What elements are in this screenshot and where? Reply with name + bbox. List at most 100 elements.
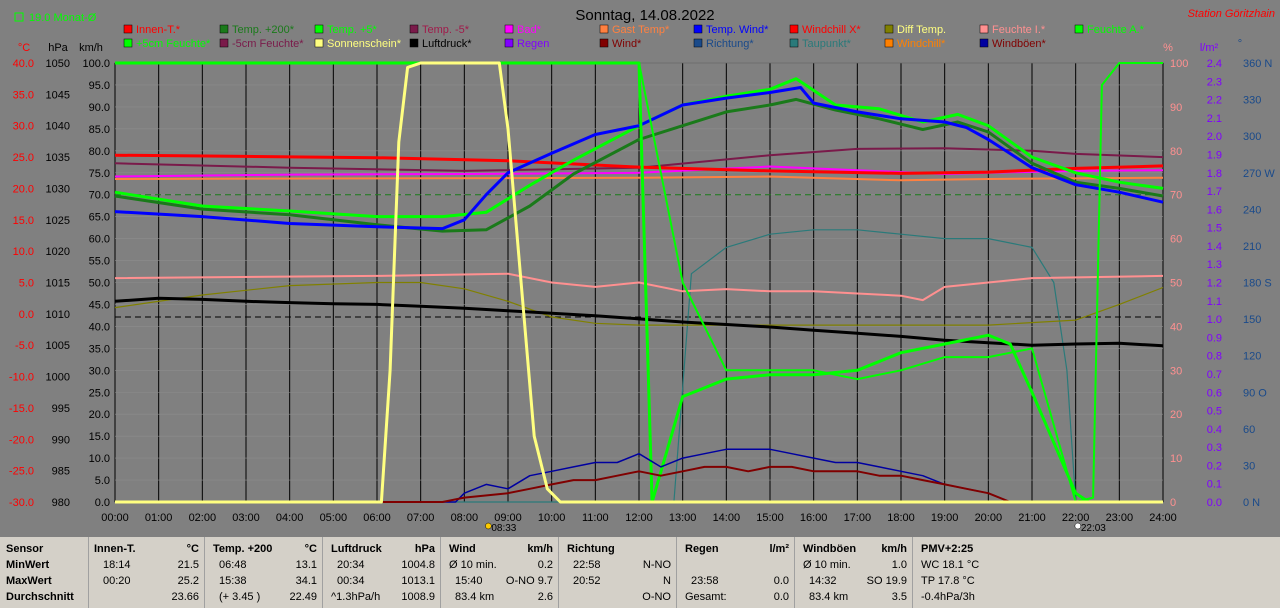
time-tick-label: 23:00 bbox=[1106, 512, 1134, 524]
hpa-tick-label: 1010 bbox=[46, 309, 70, 321]
legend-swatch-regen bbox=[504, 38, 514, 48]
rain-tick-label: 0.8 bbox=[1207, 351, 1222, 363]
rain-tick-label: 1.1 bbox=[1207, 296, 1222, 308]
legend-label-bad: Bad* bbox=[517, 24, 542, 36]
legend-swatch-innen-t bbox=[123, 24, 133, 34]
legend-swatch-feuchte-i bbox=[979, 24, 989, 34]
kmh-tick-label: 35.0 bbox=[89, 343, 110, 355]
rain-tick-label: 1.9 bbox=[1207, 149, 1222, 161]
hpa-tick-label: 980 bbox=[52, 497, 70, 509]
deg-tick-label: 240 bbox=[1243, 204, 1261, 216]
legend-label-windchill: Windchill* bbox=[897, 38, 946, 50]
station-name: Station Göritzhain bbox=[1188, 8, 1275, 20]
series-line-diff-temp bbox=[114, 281, 1164, 326]
temp-tick-label: 20.0 bbox=[13, 183, 34, 195]
rain-tick-label: 1.6 bbox=[1207, 204, 1222, 216]
legend-swatch-bad bbox=[504, 24, 514, 34]
deg-tick-label: 150 bbox=[1243, 314, 1261, 326]
stats-head: PMV+2:25 bbox=[921, 543, 974, 555]
kmh-tick-label: 40.0 bbox=[89, 321, 110, 333]
stats-time: 00:20 bbox=[103, 575, 131, 587]
rain-tick-label: 1.5 bbox=[1207, 223, 1222, 235]
time-tick-label: 00:00 bbox=[101, 512, 129, 524]
legend-swatch-taupunkt bbox=[789, 38, 799, 48]
legend-swatch-temp-5 bbox=[314, 24, 324, 34]
legend-label-5cm-feuchte: +5cm Feuchte* bbox=[136, 38, 211, 50]
kmh-tick-label: 95.0 bbox=[89, 80, 110, 92]
stats-unit: °C bbox=[186, 543, 199, 555]
stats-time: 20:34 bbox=[337, 559, 365, 571]
stats-head: Regen bbox=[685, 543, 719, 555]
deg-tick-label: 120 bbox=[1243, 351, 1261, 363]
pct-tick-label: 30 bbox=[1170, 365, 1182, 377]
legend-label-feuchte-a: Feuchte A.* bbox=[1087, 24, 1145, 36]
stats-text: Ø 10 min. bbox=[449, 559, 497, 571]
pct-tick-label: 40 bbox=[1170, 321, 1182, 333]
series-line-temp-wind bbox=[114, 86, 1164, 231]
rain-tick-label: 1.8 bbox=[1207, 168, 1222, 180]
time-tick-label: 11:00 bbox=[582, 512, 609, 524]
legend-swatch-5cm-feuchte bbox=[219, 38, 229, 48]
unit-rain: l/m² bbox=[1200, 42, 1219, 54]
stats-head: Wind bbox=[449, 543, 476, 555]
stats-value: 1008.9 bbox=[401, 591, 435, 603]
rain-tick-label: 0.7 bbox=[1207, 369, 1222, 381]
legend-label-gast-temp: Gast Temp* bbox=[612, 24, 670, 36]
stats-value: SO 19.9 bbox=[866, 575, 907, 587]
legend-swatch-temp-200 bbox=[219, 24, 229, 34]
series-line-taupunkt bbox=[115, 229, 1163, 503]
legend-swatch-gast-temp bbox=[599, 24, 609, 34]
unit-kmh: km/h bbox=[79, 42, 103, 54]
legend-label-luftdruck: Luftdruck* bbox=[422, 38, 472, 50]
temp-tick-label: -5.0 bbox=[15, 340, 34, 352]
time-tick-label: 09:00 bbox=[494, 512, 522, 524]
hpa-tick-label: 985 bbox=[52, 466, 70, 478]
stats-value: 23.66 bbox=[171, 591, 199, 603]
stats-unit: hPa bbox=[414, 543, 435, 555]
legend-swatch-5cm-feuchte bbox=[123, 38, 133, 48]
stats-value: 21.5 bbox=[177, 559, 199, 571]
stats-col-temp: Temp. +200 °C 06:48 13.1 15:38 34.1 (+ 3… bbox=[204, 537, 323, 608]
stats-col-regen: Regen l/m² 23:58 0.0 Gesamt: 0.0 bbox=[676, 537, 795, 608]
monthly-avg-swatch bbox=[14, 12, 24, 22]
kmh-tick-label: 55.0 bbox=[89, 256, 110, 268]
stats-value: 1004.8 bbox=[401, 559, 435, 571]
time-tick-label: 20:00 bbox=[975, 512, 1003, 524]
stats-note: (+ 3.45 ) bbox=[219, 591, 261, 603]
rain-tick-label: 2.2 bbox=[1207, 95, 1222, 107]
stats-value: 1013.1 bbox=[401, 575, 435, 587]
legend-label-temp-5: Temp. +5* bbox=[327, 24, 378, 36]
rain-tick-label: 1.4 bbox=[1207, 241, 1222, 253]
legend-swatch-temp-wind bbox=[693, 24, 703, 34]
legend-label-windchill-x: Windchill X* bbox=[802, 24, 861, 36]
stats-unit: °C bbox=[304, 543, 317, 555]
series-line-temp-5 bbox=[114, 147, 1164, 172]
stats-col-pmv: PMV+2:25 WC 18.1 °C TP 17.8 °C -0.4hPa/3… bbox=[912, 537, 1280, 608]
stats-head: Luftdruck bbox=[331, 543, 382, 555]
temp-tick-label: 5.0 bbox=[19, 278, 34, 290]
stats-col-innen: Innen-T. °C 18:14 21.5 00:20 25.2 23.66 bbox=[88, 537, 205, 608]
legend-label-sonnenschein: Sonnenschein* bbox=[327, 38, 402, 50]
pct-tick-label: 70 bbox=[1170, 190, 1182, 202]
series-line-feuchte-i bbox=[114, 272, 1164, 302]
rain-tick-label: 0.9 bbox=[1207, 332, 1222, 344]
time-tick-label: 01:00 bbox=[145, 512, 173, 524]
sunrise-marker bbox=[485, 522, 492, 530]
sunset-marker bbox=[1074, 522, 1082, 530]
weather-chart: 00:00 01:00 02:00 03:00 04:00 05:00 06:00 07:00… bbox=[9, 7, 1275, 534]
temp-tick-label: 30.0 bbox=[13, 121, 34, 133]
legend-label-feuchte-i: Feuchte I.* bbox=[992, 24, 1046, 36]
time-tick-label: 05:00 bbox=[320, 512, 348, 524]
unit-temp: °C bbox=[18, 42, 30, 54]
time-tick-label: 13:00 bbox=[669, 512, 697, 524]
stats-value: 0.2 bbox=[537, 559, 553, 571]
deg-tick-label: 210 bbox=[1243, 241, 1261, 253]
hpa-tick-label: 1000 bbox=[46, 372, 70, 384]
time-tick-label: 07:00 bbox=[407, 512, 435, 524]
stats-text: 83.4 km bbox=[809, 591, 849, 603]
time-tick-label: 17:00 bbox=[844, 512, 872, 524]
kmh-tick-label: 5.0 bbox=[95, 475, 110, 487]
legend-label-innen-t: Innen-T.* bbox=[136, 24, 181, 36]
pct-tick-label: 50 bbox=[1170, 278, 1182, 290]
legend-swatch-feuchte-a bbox=[1074, 24, 1084, 34]
